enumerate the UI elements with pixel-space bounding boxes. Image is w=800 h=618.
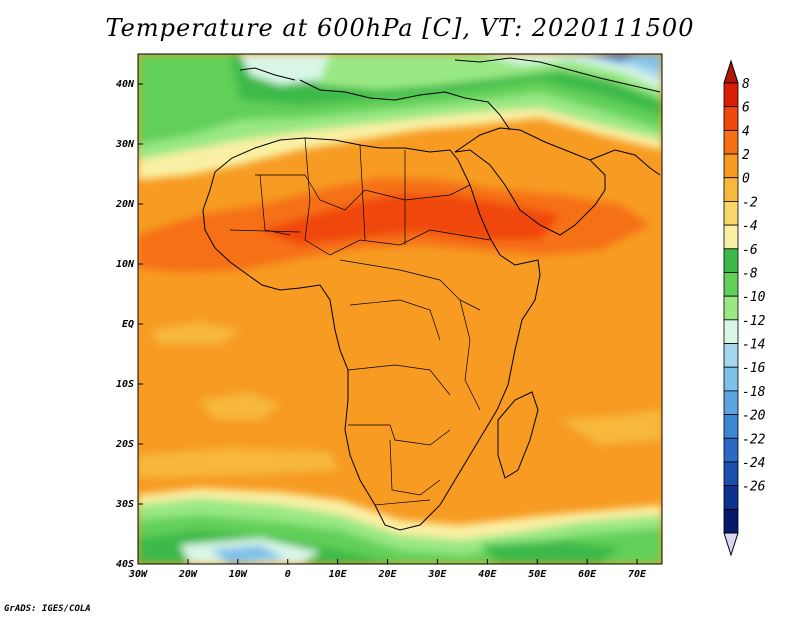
colorbar-label: -20 xyxy=(742,409,766,424)
lon-tick-label: 20W xyxy=(178,569,198,580)
lon-tick-label: 70E xyxy=(628,569,647,580)
colorbar-segment xyxy=(723,485,739,510)
colorbar-segment xyxy=(723,272,739,297)
colorbar-label: -6 xyxy=(742,243,758,258)
colorbar: 8 6 4 2 0 -2 -4 -6 -8 -10 -12 -14 -16 -18 -20 -22 -24 -26 xyxy=(723,59,766,557)
coastlines xyxy=(202,57,661,531)
lat-tick-label: 30S xyxy=(115,499,134,510)
colorbar-segment xyxy=(723,508,739,534)
colorbar-segment xyxy=(723,366,739,392)
colorbar-segment xyxy=(723,177,739,202)
lat-tick-label: 40S xyxy=(116,559,134,570)
colorbar-label: -10 xyxy=(742,290,766,305)
colorbar-segment xyxy=(723,129,739,155)
colorbar-label: -8 xyxy=(742,266,758,281)
lon-tick-label: 30W xyxy=(128,569,148,580)
colorbar-label: -4 xyxy=(742,219,758,234)
lat-tick-label: EQ xyxy=(122,319,134,330)
lon-tick-label: 10E xyxy=(329,569,348,580)
lon-tick-label: 10W xyxy=(229,569,248,580)
colorbar-segment xyxy=(723,224,739,250)
colorbar-label: -2 xyxy=(742,195,758,210)
colorbar-segment xyxy=(723,295,739,321)
country-borders xyxy=(229,137,491,506)
lat-tick-label: 30N xyxy=(115,139,135,150)
colorbar-segment xyxy=(723,153,739,179)
lon-tick-label: 50E xyxy=(528,569,547,580)
temperature-field xyxy=(138,54,662,564)
colorbar-label: -26 xyxy=(742,480,766,495)
lat-tick-label: 10S xyxy=(116,379,134,390)
lon-tick-label: 60E xyxy=(578,569,597,580)
colorbar-label: 4 xyxy=(742,124,750,139)
lon-tick-label: 30E xyxy=(427,569,447,580)
colorbar-label: -24 xyxy=(742,456,765,471)
colorbar-bottom-arrow xyxy=(723,532,739,557)
colorbar-segment xyxy=(723,106,739,131)
map-title: Temperature at 600hPa [C], VT: 202011150… xyxy=(105,14,695,42)
colorbar-label: 2 xyxy=(742,148,750,163)
colorbar-label: -18 xyxy=(742,385,766,400)
lat-tick-label: 20S xyxy=(115,439,134,450)
map-axes: 30W 20W 10W 0 10E 20E 30E 40E 50E 60E 70E 40N 30N 20N… xyxy=(115,79,647,580)
colorbar-segment xyxy=(723,319,739,344)
lon-tick-label: 20E xyxy=(377,569,397,580)
lat-tick-label: 20N xyxy=(115,199,135,210)
colorbar-top-arrow xyxy=(723,59,739,84)
colorbar-segment xyxy=(723,461,739,487)
colorbar-label: -16 xyxy=(742,361,766,376)
colorbar-label: -14 xyxy=(742,338,765,353)
lat-tick-label: 40N xyxy=(116,79,135,90)
colorbar-segment xyxy=(723,82,739,108)
colorbar-segment xyxy=(723,390,739,415)
colorbar-label: -12 xyxy=(742,314,766,329)
lon-tick-label: 0 xyxy=(285,569,291,580)
colorbar-label: -22 xyxy=(742,432,766,447)
lon-tick-label: 40E xyxy=(478,569,497,580)
colorbar-label: 8 xyxy=(742,77,750,92)
colorbar-segment xyxy=(723,201,739,226)
colorbar-segment xyxy=(723,248,739,273)
plot-frame xyxy=(137,53,663,565)
colorbar-label: 6 xyxy=(742,101,750,116)
credit-label: GrADS: IGES/COLA xyxy=(4,604,91,614)
lat-tick-label: 10N xyxy=(116,259,135,270)
colorbar-segment xyxy=(723,343,739,368)
colorbar-segment xyxy=(723,437,739,463)
colorbar-label: 0 xyxy=(742,172,750,187)
colorbar-segment xyxy=(723,414,739,439)
